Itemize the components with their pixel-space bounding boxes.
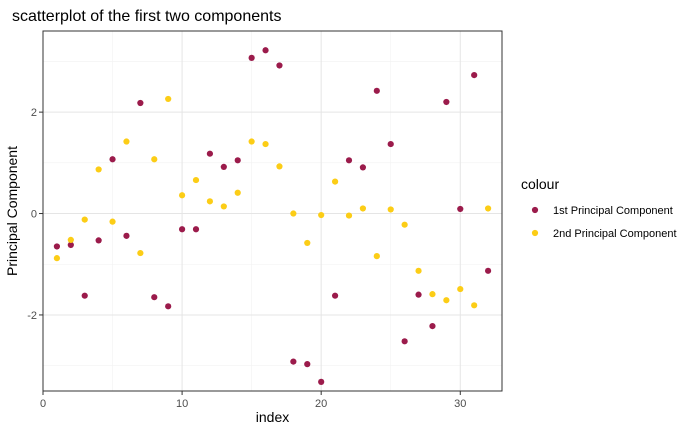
data-point-series-2 xyxy=(304,239,311,247)
data-point-series-2 xyxy=(192,176,200,184)
y-axis: -2 0 2 xyxy=(27,107,43,322)
data-point-series-2 xyxy=(53,255,61,262)
data-point-series-1 xyxy=(220,163,227,170)
data-point-series-1 xyxy=(248,54,255,61)
data-point-series-2 xyxy=(234,189,241,196)
legend-key-series-2 xyxy=(531,229,539,237)
legend-label-series-1: 1st Principal Component xyxy=(553,205,673,217)
data-point-series-1 xyxy=(276,62,283,69)
data-point-series-1 xyxy=(123,232,130,239)
y-axis-label: Principal Component xyxy=(4,146,20,276)
x-tick-label: 10 xyxy=(176,398,188,410)
legend-key-series-1 xyxy=(531,206,539,214)
data-point-series-2 xyxy=(220,203,227,210)
legend-title: colour xyxy=(521,176,559,192)
data-point-series-2 xyxy=(109,218,116,225)
data-point-series-2 xyxy=(178,192,186,199)
panel-border xyxy=(42,30,503,392)
data-point-series-1 xyxy=(471,72,478,79)
x-tick-label: 20 xyxy=(315,398,327,410)
data-point-series-1 xyxy=(53,243,61,250)
data-point-series-2 xyxy=(331,178,339,185)
data-point-series-2 xyxy=(137,249,144,257)
data-point-series-2 xyxy=(345,212,353,219)
data-point-series-1 xyxy=(109,156,116,163)
data-point-series-2 xyxy=(276,163,283,170)
data-point-series-1 xyxy=(137,99,144,107)
data-point-series-2 xyxy=(471,302,478,309)
data-point-series-1 xyxy=(290,358,297,365)
data-point-series-2 xyxy=(206,198,214,205)
data-point-series-2 xyxy=(262,140,269,148)
data-point-series-2 xyxy=(165,95,172,103)
data-point-series-1 xyxy=(151,294,158,301)
y-tick-label: -2 xyxy=(27,310,37,322)
data-point-series-1 xyxy=(401,338,408,345)
data-point-series-2 xyxy=(151,156,158,163)
data-point-series-1 xyxy=(373,87,380,94)
data-point-series-2 xyxy=(359,205,367,212)
data-point-series-1 xyxy=(331,292,339,299)
data-point-series-2 xyxy=(67,236,74,244)
data-point-series-1 xyxy=(345,157,353,164)
data-point-series-2 xyxy=(95,166,102,173)
data-point-series-2 xyxy=(484,205,492,212)
data-point-series-1 xyxy=(178,226,186,233)
data-point-series-1 xyxy=(359,164,367,171)
y-tick-label: 0 xyxy=(31,209,37,221)
legend: colour 1st Principal Component 2nd Princi… xyxy=(521,176,677,240)
data-point-series-1 xyxy=(457,205,464,213)
data-point-series-2 xyxy=(443,297,450,304)
data-point-series-2 xyxy=(123,138,130,145)
data-point-series-2 xyxy=(429,291,436,298)
data-point-series-1 xyxy=(429,322,436,330)
chart-title: scatterplot of the first two components xyxy=(12,8,281,25)
data-point-series-2 xyxy=(415,267,422,274)
grid-lines xyxy=(42,31,502,391)
data-point-series-1 xyxy=(387,140,394,148)
x-axis-label: index xyxy=(256,409,289,425)
y-tick-label: 2 xyxy=(31,107,37,119)
x-tick-label: 0 xyxy=(40,398,46,410)
data-point-series-1 xyxy=(81,292,88,299)
data-point-series-1 xyxy=(443,98,450,106)
panel-background xyxy=(43,31,502,391)
data-points xyxy=(53,47,492,385)
data-point-series-2 xyxy=(401,221,408,228)
data-point-series-2 xyxy=(318,211,325,219)
data-point-series-2 xyxy=(81,216,88,223)
data-point-series-1 xyxy=(262,47,269,54)
data-point-series-2 xyxy=(373,253,380,260)
data-point-series-2 xyxy=(457,285,464,293)
data-point-series-2 xyxy=(248,138,255,145)
data-point-series-1 xyxy=(304,361,311,368)
data-point-series-2 xyxy=(290,210,297,217)
data-point-series-2 xyxy=(387,206,394,213)
data-point-series-1 xyxy=(206,150,214,157)
data-point-series-1 xyxy=(165,303,172,310)
data-point-series-1 xyxy=(415,291,422,298)
data-point-series-1 xyxy=(234,157,241,164)
data-point-series-1 xyxy=(192,226,200,233)
data-point-series-1 xyxy=(95,237,102,244)
x-tick-label: 30 xyxy=(454,398,466,410)
legend-label-series-2: 2nd Principal Component xyxy=(553,228,677,240)
data-point-series-1 xyxy=(484,267,492,274)
data-point-series-1 xyxy=(318,378,325,385)
data-point-series-1 xyxy=(67,241,74,249)
plot-panel xyxy=(42,30,503,392)
x-axis: 0 10 20 30 xyxy=(40,391,466,410)
